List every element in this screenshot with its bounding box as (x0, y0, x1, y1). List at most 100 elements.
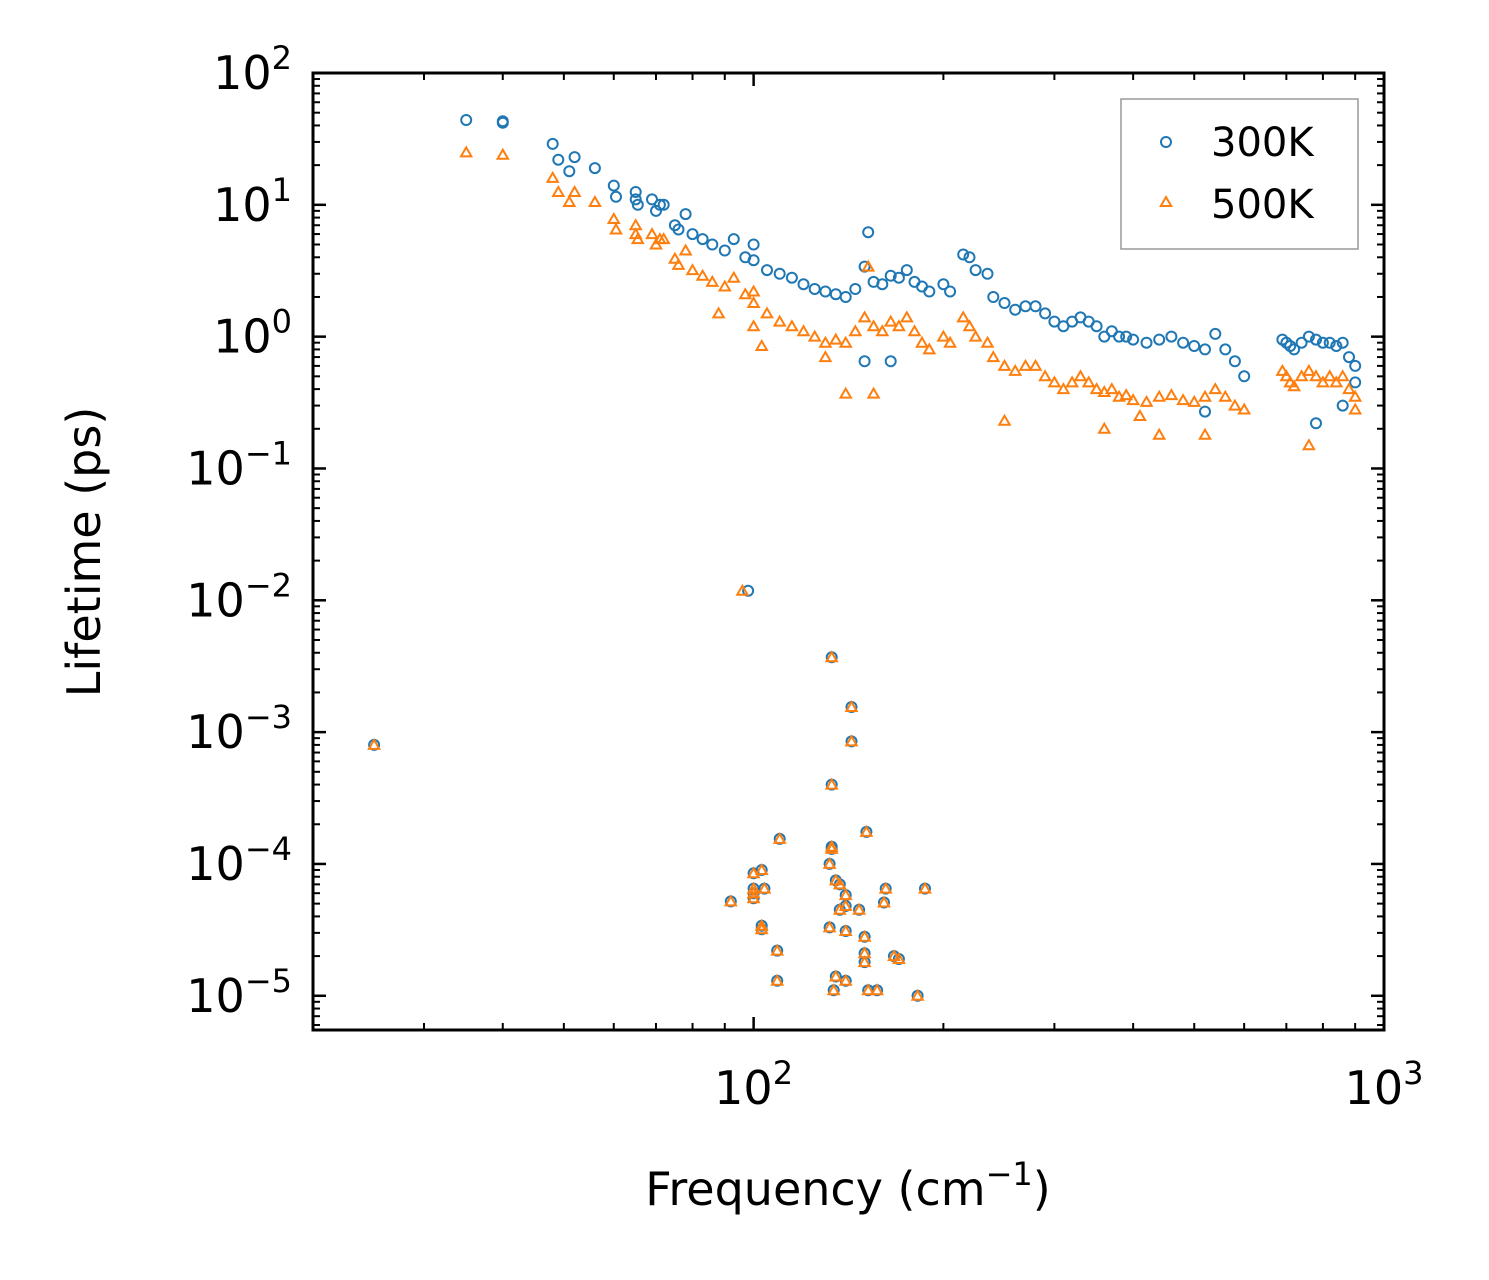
point-300k (1238, 370, 1251, 383)
point-500k (754, 922, 769, 935)
point-300k (610, 190, 622, 203)
point-500k (824, 650, 839, 663)
point-500k (899, 310, 914, 323)
point-300k (849, 283, 862, 295)
point-300k (862, 226, 875, 239)
point-500k (870, 983, 885, 996)
point-500k (824, 841, 839, 854)
point-300k (747, 238, 760, 251)
point-500k (667, 251, 682, 264)
x-tick-label-base: 10 (1345, 1061, 1404, 1115)
point-300k (1165, 330, 1178, 343)
point-300k (1343, 351, 1355, 364)
point-300k (785, 271, 798, 284)
point-500k (838, 335, 853, 348)
point-500k (746, 319, 761, 332)
legend-label-300k: 300K (1211, 120, 1315, 166)
point-500k (796, 324, 811, 337)
point-500k (822, 856, 837, 869)
point-500k (784, 319, 799, 332)
point-500k (459, 145, 474, 158)
series-500k-points (367, 145, 1363, 1001)
y-tick-label: 10−2 (186, 566, 292, 627)
point-300k (1323, 336, 1336, 349)
y-tick-label-exp: −2 (245, 566, 292, 604)
point-300k (696, 233, 709, 246)
point-300k (727, 233, 740, 246)
point-300k (629, 193, 642, 206)
point-500k (1081, 375, 1096, 388)
point-300k (797, 278, 810, 291)
point-500k (754, 918, 769, 931)
point-300k (884, 355, 897, 368)
point-500k (1018, 358, 1033, 371)
point-300k (1039, 307, 1052, 320)
x-axis-title-sup: −1 (986, 1155, 1033, 1193)
point-500k (757, 881, 772, 894)
point-300k (686, 228, 699, 241)
point-500k (828, 969, 843, 982)
point-500k (838, 973, 853, 986)
point-500k (1132, 409, 1147, 421)
point-300k (646, 193, 658, 206)
point-500k (1198, 427, 1212, 440)
point-500k (826, 983, 841, 996)
point-500k (838, 899, 853, 911)
point-500k (1198, 389, 1212, 402)
point-300k (1029, 300, 1042, 313)
point-300k (858, 355, 871, 368)
point-300k (808, 283, 821, 295)
point-300k (657, 198, 670, 211)
point-500k (997, 413, 1012, 426)
point-500k (1164, 388, 1179, 401)
point-300k (1310, 333, 1322, 346)
point-500k (968, 329, 983, 342)
point-300k (876, 278, 889, 291)
point-500k (726, 270, 741, 283)
y-tick-label: 10−4 (186, 830, 292, 891)
point-500k (678, 243, 693, 256)
point-500k (760, 306, 774, 319)
point-500k (838, 924, 853, 936)
point-500k (1301, 363, 1316, 376)
point-500k (1309, 369, 1323, 382)
point-300k (629, 186, 642, 198)
y-tick-label-exp: 2 (272, 39, 292, 77)
y-tick-label: 101 (213, 171, 292, 232)
point-500k (695, 268, 710, 281)
point-500k (587, 195, 602, 207)
point-300k (588, 162, 601, 175)
point-500k (859, 824, 874, 837)
y-tick-label-exp: 0 (272, 303, 292, 341)
point-500k (1187, 394, 1202, 407)
point-300k (607, 179, 620, 192)
point-500k (1218, 389, 1233, 402)
point-500k (857, 955, 872, 968)
point-500k (986, 350, 1001, 363)
x-tick-labels: 102 103 (714, 1054, 1423, 1115)
point-300k (937, 278, 950, 291)
point-500k (738, 287, 753, 300)
point-500k (711, 306, 726, 319)
point-300k (650, 204, 662, 217)
x-tick-label-base: 10 (714, 1061, 773, 1115)
point-500k (1089, 382, 1104, 395)
y-tick-label-base: 10 (186, 573, 245, 627)
point-500k (1139, 394, 1154, 407)
point-300k (747, 254, 760, 267)
point-300k (1336, 336, 1349, 349)
point-500k (943, 335, 958, 348)
point-500k (936, 329, 951, 342)
y-tick-label: 102 (213, 39, 292, 100)
point-500k (717, 279, 732, 292)
plot-frame (311, 71, 1386, 1032)
point-500k (567, 185, 582, 197)
point-500k (1315, 375, 1330, 388)
point-500k (857, 310, 872, 323)
point-500k (980, 335, 995, 348)
point-500k (770, 943, 785, 956)
y-tick-label-base: 10 (186, 969, 245, 1023)
point-500k (1047, 375, 1062, 388)
point-300k (1228, 355, 1241, 368)
point-500k (818, 350, 833, 363)
